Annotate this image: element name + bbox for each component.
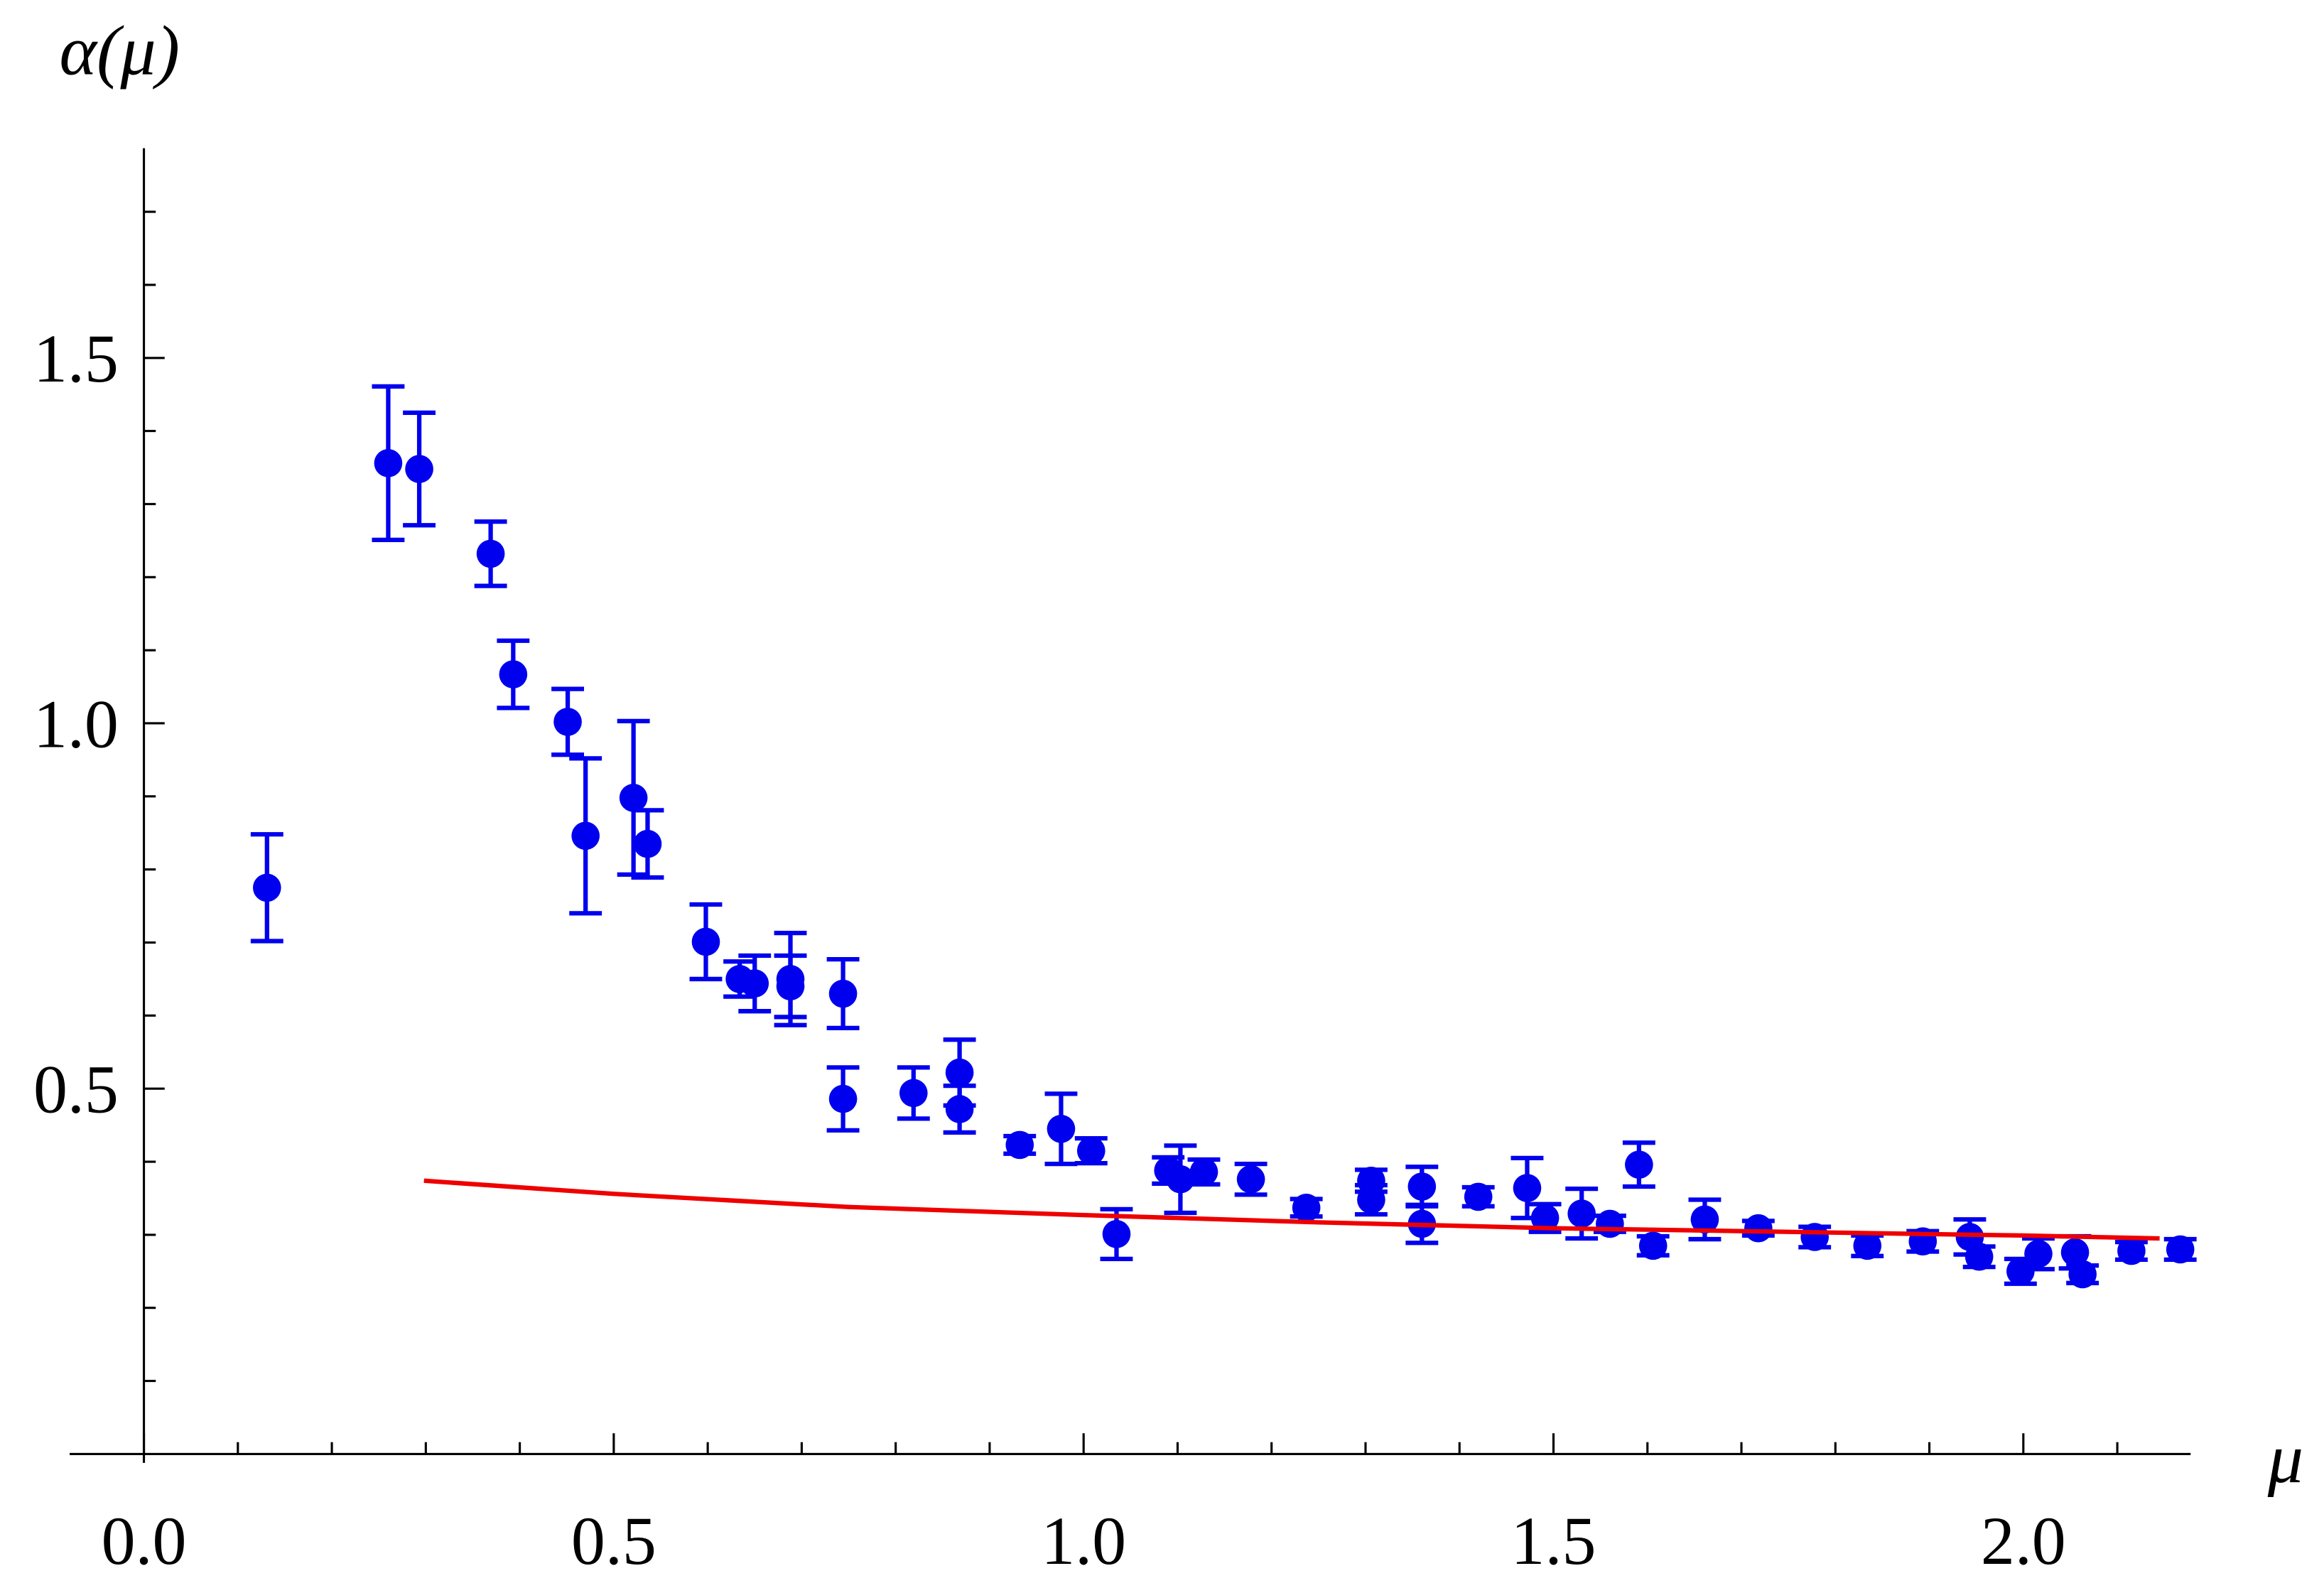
x-tick-label: 0.5 xyxy=(571,1503,656,1579)
data-point xyxy=(1102,1220,1131,1248)
data-point xyxy=(1464,1182,1493,1211)
data-point xyxy=(1638,1231,1668,1260)
data-point xyxy=(1076,1136,1106,1165)
data-point xyxy=(1236,1165,1265,1194)
data-point xyxy=(2166,1235,2195,1264)
data-point xyxy=(1596,1209,1624,1238)
data-point xyxy=(1189,1157,1218,1187)
data-point xyxy=(1513,1174,1542,1202)
data-point xyxy=(1690,1205,1719,1234)
data-point xyxy=(2006,1257,2035,1286)
data-point xyxy=(1005,1130,1034,1160)
data-point xyxy=(1292,1194,1321,1222)
data-point xyxy=(571,821,600,850)
x-axis-label: μ xyxy=(2267,1419,2303,1498)
data-point xyxy=(1800,1223,1830,1251)
data-point xyxy=(1853,1231,1882,1260)
fit-curve xyxy=(423,1178,2160,1241)
data-point xyxy=(740,969,769,998)
data-point xyxy=(828,1084,858,1113)
data-point xyxy=(1625,1150,1653,1179)
x-tick-label: 1.0 xyxy=(1041,1503,1126,1579)
data-point xyxy=(1964,1242,1994,1271)
data-point xyxy=(499,660,528,688)
data-point xyxy=(899,1079,928,1108)
y-axis-label: α(μ) xyxy=(59,11,180,90)
data-point xyxy=(374,449,403,477)
data-point xyxy=(691,927,720,956)
data-point xyxy=(2024,1239,2053,1268)
data-point xyxy=(1407,1172,1437,1201)
data-point xyxy=(1908,1227,1937,1255)
y-tick-label: 1.5 xyxy=(33,320,119,396)
y-tick-label: 0.5 xyxy=(33,1052,119,1128)
data-point xyxy=(2068,1260,2097,1289)
data-point xyxy=(1567,1199,1596,1228)
x-tick-label: 0.0 xyxy=(102,1503,187,1579)
data-point xyxy=(405,455,433,483)
data-point xyxy=(828,979,858,1008)
data-point xyxy=(553,708,582,736)
x-tick-label: 2.0 xyxy=(1981,1503,2066,1579)
data-point xyxy=(776,972,805,1001)
x-tick-label: 1.5 xyxy=(1511,1503,1596,1579)
data-point xyxy=(1530,1204,1560,1233)
data-point xyxy=(1744,1214,1773,1243)
data-point xyxy=(945,1095,974,1123)
y-tick-label: 1.0 xyxy=(33,686,119,762)
data-point xyxy=(945,1058,974,1087)
data-point xyxy=(2117,1236,2146,1265)
data-point xyxy=(619,784,648,812)
data-point xyxy=(2060,1238,2090,1267)
data-point xyxy=(1047,1114,1076,1143)
data-point xyxy=(633,829,662,858)
data-point xyxy=(476,539,505,568)
data-point xyxy=(1166,1165,1195,1194)
data-point xyxy=(1357,1185,1385,1214)
data-point xyxy=(252,873,281,902)
